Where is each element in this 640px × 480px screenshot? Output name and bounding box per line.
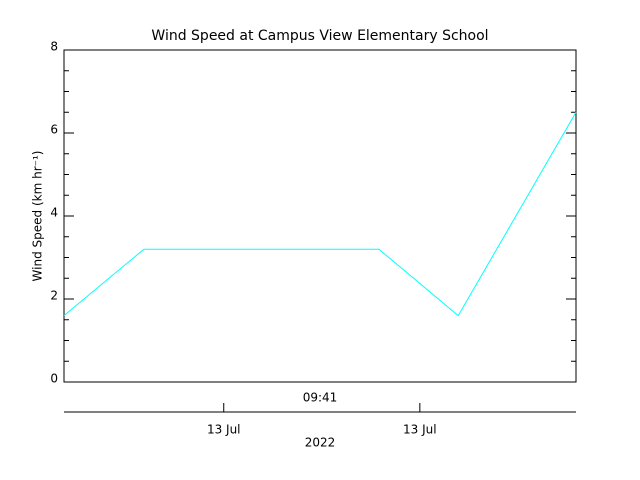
chart-title: Wind Speed at Campus View Elementary Sch… bbox=[151, 28, 488, 44]
y-axis-label: Wind Speed (km hr⁻¹) bbox=[31, 151, 45, 282]
y-tick-label: 4 bbox=[50, 206, 58, 220]
x-top-label: 09:41 bbox=[303, 391, 338, 405]
y-tick-label: 8 bbox=[50, 40, 58, 54]
y-tick-label: 6 bbox=[50, 123, 58, 137]
x-tick-label: 13 Jul bbox=[207, 423, 241, 437]
x-axis-label: 2022 bbox=[305, 436, 336, 450]
data-line bbox=[63, 111, 577, 317]
y-tick-label: 2 bbox=[50, 289, 58, 303]
y-tick-label: 0 bbox=[50, 372, 58, 386]
x-tick-label: 13 Jul bbox=[403, 423, 437, 437]
